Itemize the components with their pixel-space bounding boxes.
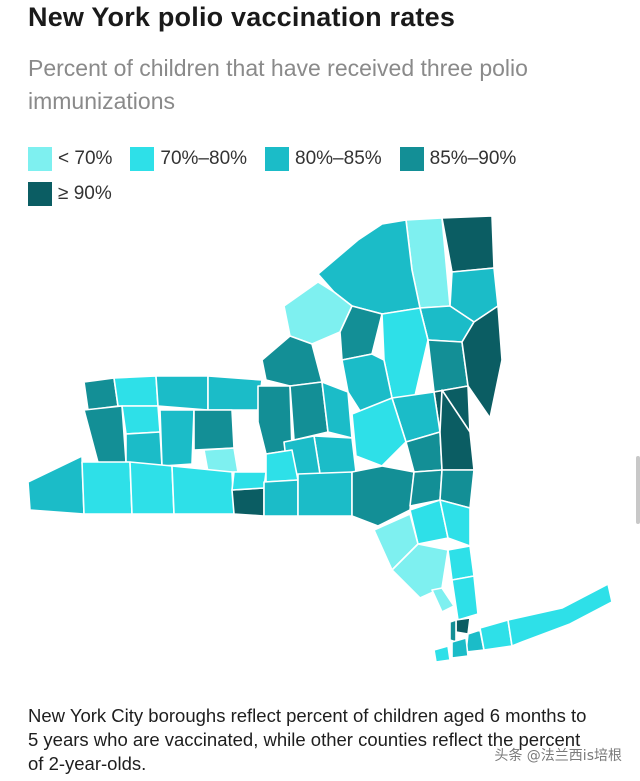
county-ontario — [193, 409, 235, 451]
county-broome — [297, 471, 353, 517]
legend-item-85-90: 85%–90% — [399, 147, 517, 171]
county-chemung — [231, 487, 265, 517]
county-monroe — [155, 375, 209, 411]
county-allegany — [129, 461, 175, 515]
chart-title: New York polio vaccination rates — [28, 2, 456, 32]
legend-swatch — [130, 147, 155, 171]
county-lewis — [339, 305, 383, 361]
scrollbar[interactable] — [636, 456, 640, 524]
county-niagara — [83, 377, 119, 411]
county-otsego — [351, 397, 407, 467]
footnote-caption: New York City boroughs reflect percent o… — [28, 705, 587, 774]
legend-swatch — [265, 147, 290, 171]
county-nassau — [479, 619, 513, 651]
county-westchester — [451, 575, 479, 621]
county-wyoming — [125, 431, 163, 467]
legend-label: 80%–85% — [295, 148, 382, 169]
county-yates — [203, 447, 239, 473]
county-erie — [83, 405, 127, 471]
county-chautauqua — [27, 455, 85, 515]
legend-label: 70%–80% — [160, 148, 248, 169]
county-brooklyn — [451, 637, 469, 659]
new-york-county-map — [27, 215, 613, 663]
chart-subtitle: Percent of children that have received t… — [28, 55, 528, 114]
county-tompkins — [265, 449, 299, 483]
county-tioga — [263, 479, 299, 517]
legend-item-70-80: 70%–80% — [130, 147, 247, 171]
legend-swatch — [399, 147, 424, 171]
county-genesee — [121, 405, 161, 435]
county-wayne — [207, 375, 263, 411]
legend-label: < 70% — [58, 148, 113, 169]
legend-label: 85%–90% — [429, 148, 517, 169]
county-suffolk — [507, 583, 613, 647]
county-washington — [461, 305, 503, 419]
county-clinton — [441, 215, 495, 273]
county-manhattan — [449, 619, 457, 643]
county-orange — [391, 543, 449, 599]
county-putnam — [447, 545, 475, 581]
legend-swatch — [28, 147, 52, 171]
county-bronx — [455, 617, 471, 635]
legend: < 70% 70%–80% 80%–85% 85%–90% ≥ 90% — [28, 147, 618, 206]
legend-label: ≥ 90% — [58, 183, 112, 204]
county-staten-island — [433, 645, 451, 663]
county-cattaraugus — [81, 461, 133, 515]
county-schuyler — [231, 471, 267, 491]
legend-item-gte90: ≥ 90% — [28, 182, 112, 206]
watermark-text: 头条 @法兰西is培根 — [494, 748, 622, 764]
county-rockland — [431, 587, 455, 613]
county-livingston — [159, 409, 195, 467]
county-orleans — [113, 375, 159, 407]
legend-swatch — [28, 182, 52, 206]
legend-item-80-85: 80%–85% — [265, 147, 382, 171]
legend-item-lt70: < 70% — [28, 147, 112, 171]
county-chenango — [313, 435, 357, 475]
county-steuben — [171, 465, 235, 515]
